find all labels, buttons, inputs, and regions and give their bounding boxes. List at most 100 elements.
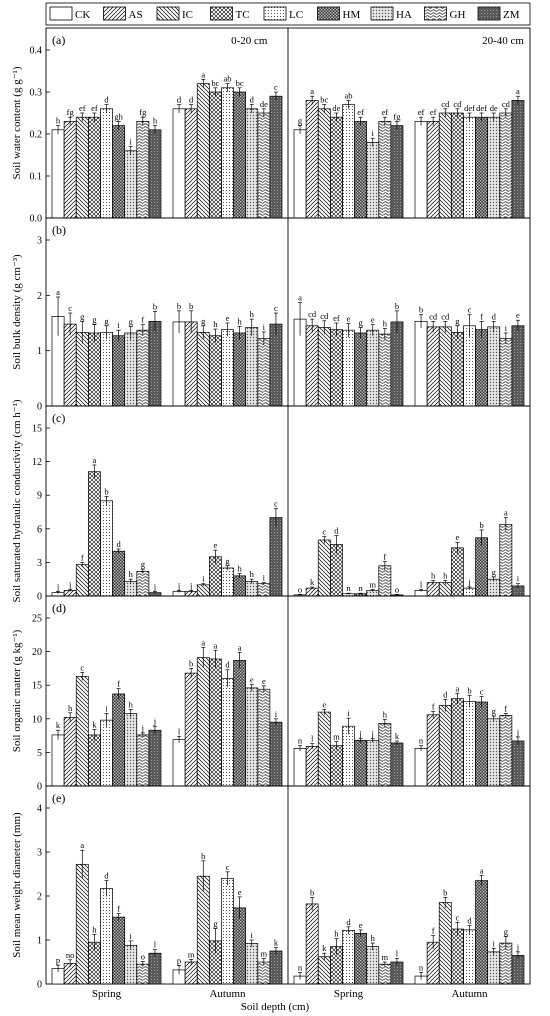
significance-letter: ab [344, 90, 352, 100]
bar-hm [233, 575, 247, 597]
bar-hm [233, 91, 247, 219]
bar-hm [354, 121, 368, 219]
significance-letter: i [202, 574, 205, 584]
legend-label-ha: HA [396, 9, 412, 21]
significance-letter: g [141, 559, 146, 569]
significance-letter: e [455, 532, 459, 542]
bar-ha [366, 329, 380, 407]
significance-letter: e [371, 315, 375, 325]
significance-letter: def [476, 103, 487, 113]
significance-letter: a [92, 455, 96, 465]
bar-zm [511, 100, 525, 219]
bar-ha [487, 326, 501, 407]
significance-letter: a [80, 840, 84, 850]
significance-letter: d [492, 311, 497, 321]
significance-letter: c [455, 912, 459, 922]
significance-letter: i [275, 709, 278, 719]
significance-letter: j [467, 577, 470, 587]
bar-tc [329, 116, 343, 219]
bar-ic [196, 584, 210, 597]
significance-letter: j [153, 716, 156, 726]
bar-ha [245, 108, 259, 219]
bar-gh [378, 723, 392, 787]
panel-label: (d) [52, 601, 66, 615]
legend-swatch-hm [317, 6, 340, 21]
legend-label-ic: IC [182, 9, 193, 21]
bar-lc [342, 329, 355, 407]
significance-letter: d [334, 526, 339, 536]
significance-letter: fg [67, 107, 75, 117]
bar-gh [499, 715, 513, 787]
significance-letter: a [238, 642, 242, 652]
y-tick-label: 4 [37, 804, 42, 815]
bar-ic [438, 326, 452, 407]
y-tick-label: 0 [37, 402, 42, 413]
significance-letter: h [443, 570, 448, 580]
bar-zm [148, 129, 162, 219]
significance-letter: i [493, 938, 496, 948]
bar-ic [75, 676, 89, 787]
bar-hm [233, 659, 247, 787]
significance-letter: g [358, 317, 363, 327]
legend-swatch-zm [477, 6, 501, 21]
bar-gh [136, 121, 150, 219]
y-tick-label: 25 [32, 614, 42, 625]
bar-ck [51, 734, 65, 787]
significance-letter: j [68, 579, 71, 589]
significance-letter: c [468, 305, 472, 315]
significance-letter: ef [91, 103, 98, 113]
significance-letter: b [153, 301, 157, 311]
significance-letter: def [464, 103, 475, 113]
significance-letter: e [516, 310, 520, 320]
panel-a: (a) 0-20 cm 20-40 cm 0.0 0.1 0.2 0.3 0.4 Soil wa… [11, 27, 531, 225]
significance-letter: k [395, 731, 400, 741]
significance-letter: e [359, 920, 363, 930]
x-axis-label: Soil depth (cm) [241, 1001, 310, 1013]
significance-letter: h [213, 319, 218, 329]
significance-letter: f [117, 904, 120, 914]
bar-ic [438, 112, 452, 219]
significance-letter: h [383, 319, 388, 329]
bar-hm [233, 332, 247, 407]
panel-label: (e) [52, 791, 65, 805]
significance-letter: o [298, 584, 302, 594]
bar-zm [390, 125, 404, 219]
bar-ic [438, 705, 452, 787]
bar-ha [366, 739, 380, 787]
bar-as [305, 746, 319, 787]
significance-letter: d [443, 689, 448, 699]
significance-letter: a [56, 287, 60, 297]
bar-hm [112, 550, 126, 597]
y-tick-label: 9 [37, 491, 42, 502]
significance-letter: ef [418, 107, 425, 117]
y-tick-label: 1 [37, 936, 42, 947]
bar-ha [366, 142, 380, 219]
bar-group-1: acg g g i g fb [51, 287, 162, 407]
significance-letter: cd [429, 311, 438, 321]
significance-letter: bc [236, 78, 244, 88]
bar-as [184, 672, 198, 787]
significance-letter: g [492, 706, 497, 716]
bar-lc [463, 116, 476, 219]
significance-letter: j [189, 580, 192, 590]
y-tick-label: 15 [32, 424, 42, 435]
season-label: Spring [92, 988, 122, 1000]
significance-letter: n [419, 736, 424, 746]
y-tick-label: 0 [37, 592, 42, 603]
legend-label-as: AS [129, 9, 143, 21]
bar-lc [100, 332, 113, 407]
significance-letter: i [263, 573, 266, 583]
significance-letter: k [274, 937, 279, 947]
significance-letter: k [322, 943, 327, 953]
significance-letter: c [274, 303, 278, 313]
bar-ic [317, 539, 331, 597]
significance-letter: l [420, 579, 423, 589]
significance-letter: j [516, 727, 519, 737]
significance-letter: e [322, 699, 326, 709]
bar-hm [354, 933, 368, 985]
bar-as [426, 121, 440, 219]
